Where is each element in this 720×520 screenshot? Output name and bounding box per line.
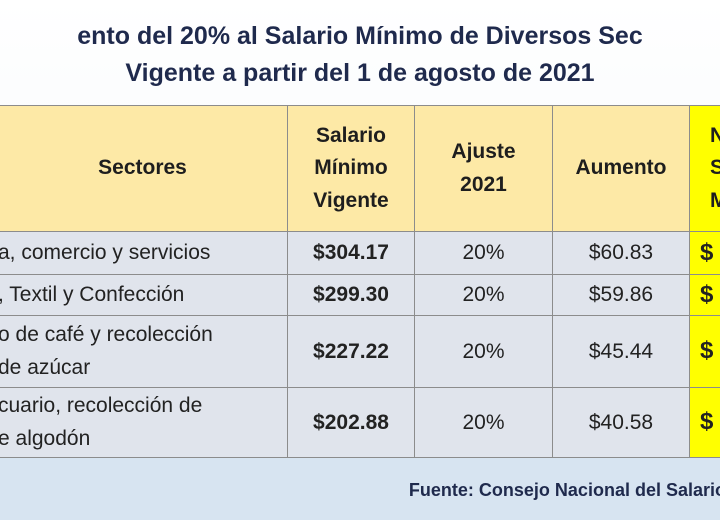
table-cell: 20% <box>415 275 553 316</box>
header-cell: Ajuste 2021 <box>415 105 553 232</box>
table-cell: $45.44 <box>553 316 690 388</box>
cell-text: e algodón <box>0 426 91 450</box>
cell-text: 20% <box>462 283 505 307</box>
cell-text: $304.17 <box>313 241 389 265</box>
cell-text: Salario <box>315 123 387 147</box>
cell-text: $45.44 <box>588 339 654 363</box>
cell-text: a, comercio y servicios <box>0 240 211 264</box>
table-cell: $59.86 <box>553 275 690 316</box>
cell-text: $ <box>700 408 714 436</box>
cell-text: $202.88 <box>313 410 389 434</box>
table-cell: $202.88 <box>288 388 415 458</box>
cell-text: 20% <box>462 339 505 363</box>
cell-text: $59.86 <box>588 283 654 307</box>
title-line: ento del 20% al Salario Mínimo de Divers… <box>77 22 643 50</box>
table-cell: $299.30 <box>288 275 415 316</box>
header-cell: NSM <box>690 105 720 232</box>
header-cell: Sectores <box>0 105 288 232</box>
table-cell: $ <box>690 388 720 458</box>
table-cell: $60.83 <box>553 232 690 275</box>
cell-text: Ajuste <box>451 139 516 163</box>
table-cell: $304.17 <box>288 232 415 275</box>
table-cell: cuario, recolección de e algodón <box>0 388 288 458</box>
table-cell: o de café y recolección de azúcar <box>0 316 288 388</box>
cell-text: o de café y recolección <box>0 322 213 346</box>
cell-text: de azúcar <box>0 355 91 379</box>
cell-text: M <box>710 185 720 218</box>
cell-text: , Textil y Confección <box>0 282 185 306</box>
cell-text: S <box>710 152 720 185</box>
cell-text: Aumento <box>575 156 667 180</box>
header-cell: Aumento <box>553 105 690 232</box>
cell-text: $299.30 <box>313 283 389 307</box>
cell-text: 20% <box>462 410 505 434</box>
table-cell: 20% <box>415 388 553 458</box>
cell-text: cuario, recolección de <box>0 393 203 417</box>
cell-text: $60.83 <box>588 241 654 265</box>
cell-text: Sectores <box>98 156 187 180</box>
cell-text: $40.58 <box>588 410 654 434</box>
table-cell: 20% <box>415 232 553 275</box>
table-cell: $227.22 <box>288 316 415 388</box>
cell-text: $ <box>700 238 714 266</box>
cell-text: Mínimo <box>314 156 388 180</box>
footer-band <box>0 458 720 520</box>
cell-text: $227.22 <box>313 339 389 363</box>
cell-text: Vigente <box>313 188 389 212</box>
table-cell: $ <box>690 232 720 275</box>
cell-text: $ <box>700 337 714 365</box>
title-line: Vigente a partir del 1 de agosto de 2021 <box>125 59 595 87</box>
header-cell: Salario Mínimo Vigente <box>288 105 415 232</box>
table-cell: , Textil y Confección <box>0 275 288 316</box>
cell-text: 20% <box>462 241 505 265</box>
table-cell: a, comercio y servicios <box>0 232 288 275</box>
table-cell: $40.58 <box>553 388 690 458</box>
table-cell: $ <box>690 275 720 316</box>
footer: Fuente: Consejo Nacional del Salario <box>408 480 720 500</box>
table-cell: 20% <box>415 316 553 388</box>
cell-text: N <box>710 120 720 153</box>
cell-text: 2021 <box>460 172 507 196</box>
cell-text: $ <box>700 280 714 308</box>
table-cell: $ <box>690 316 720 388</box>
